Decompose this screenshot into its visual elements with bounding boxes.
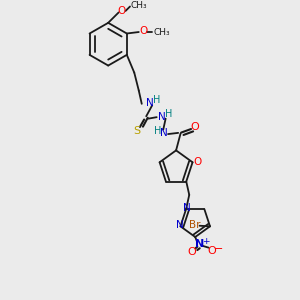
Text: N: N [158, 112, 166, 122]
Text: O: O [140, 26, 148, 36]
Text: H: H [165, 109, 172, 118]
Text: H: H [154, 126, 161, 136]
Text: O: O [190, 122, 199, 132]
Text: N: N [183, 202, 190, 213]
Text: N: N [160, 128, 168, 139]
Text: N: N [195, 239, 204, 249]
Text: −: − [214, 244, 224, 254]
Text: H: H [153, 95, 160, 105]
Text: O: O [208, 246, 217, 256]
Text: CH₃: CH₃ [153, 28, 170, 37]
Text: N: N [176, 220, 184, 230]
Text: Br: Br [189, 220, 200, 230]
Text: O: O [194, 157, 202, 167]
Text: O: O [187, 247, 196, 257]
Text: +: + [202, 237, 209, 246]
Text: O: O [118, 6, 126, 16]
Text: N: N [146, 98, 154, 108]
Text: S: S [133, 125, 140, 136]
Text: CH₃: CH₃ [130, 2, 147, 10]
